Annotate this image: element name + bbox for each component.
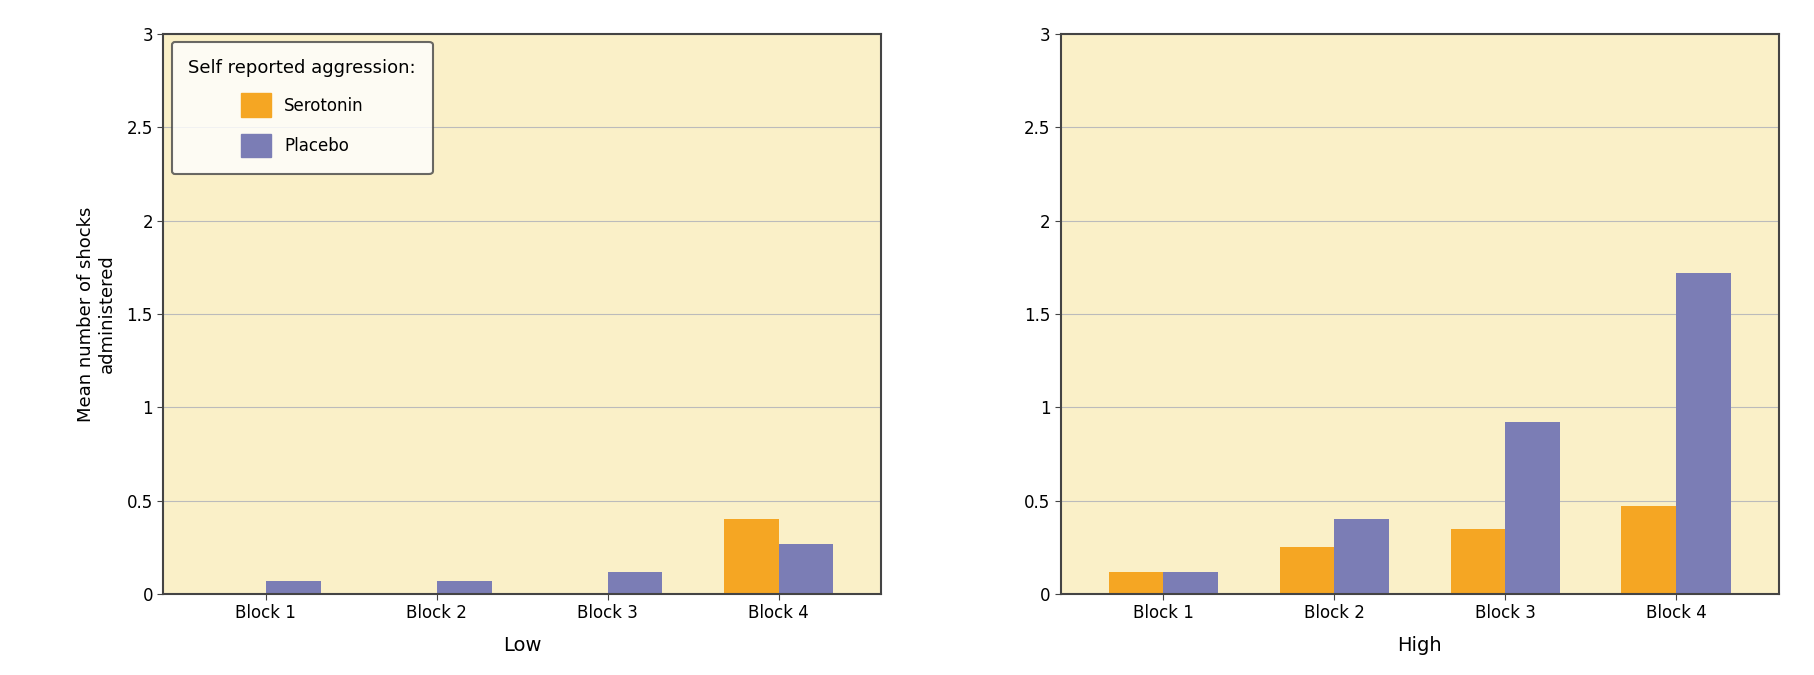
Bar	[1333, 519, 1388, 594]
X-axis label: Low: Low	[502, 637, 541, 655]
Bar	[1108, 572, 1163, 594]
Bar	[1449, 529, 1504, 594]
Bar	[437, 581, 492, 594]
Bar	[1504, 422, 1558, 594]
Bar	[724, 519, 778, 594]
Bar	[1163, 572, 1217, 594]
Legend: Serotonin, Placebo: Serotonin, Placebo	[172, 42, 432, 174]
Bar	[267, 581, 321, 594]
Y-axis label: Mean number of shocks
administered: Mean number of shocks administered	[76, 206, 116, 422]
Bar	[1279, 547, 1333, 594]
Bar	[1674, 273, 1731, 594]
Bar	[608, 572, 662, 594]
Bar	[1620, 506, 1674, 594]
X-axis label: High: High	[1397, 637, 1442, 655]
Bar	[778, 543, 833, 594]
